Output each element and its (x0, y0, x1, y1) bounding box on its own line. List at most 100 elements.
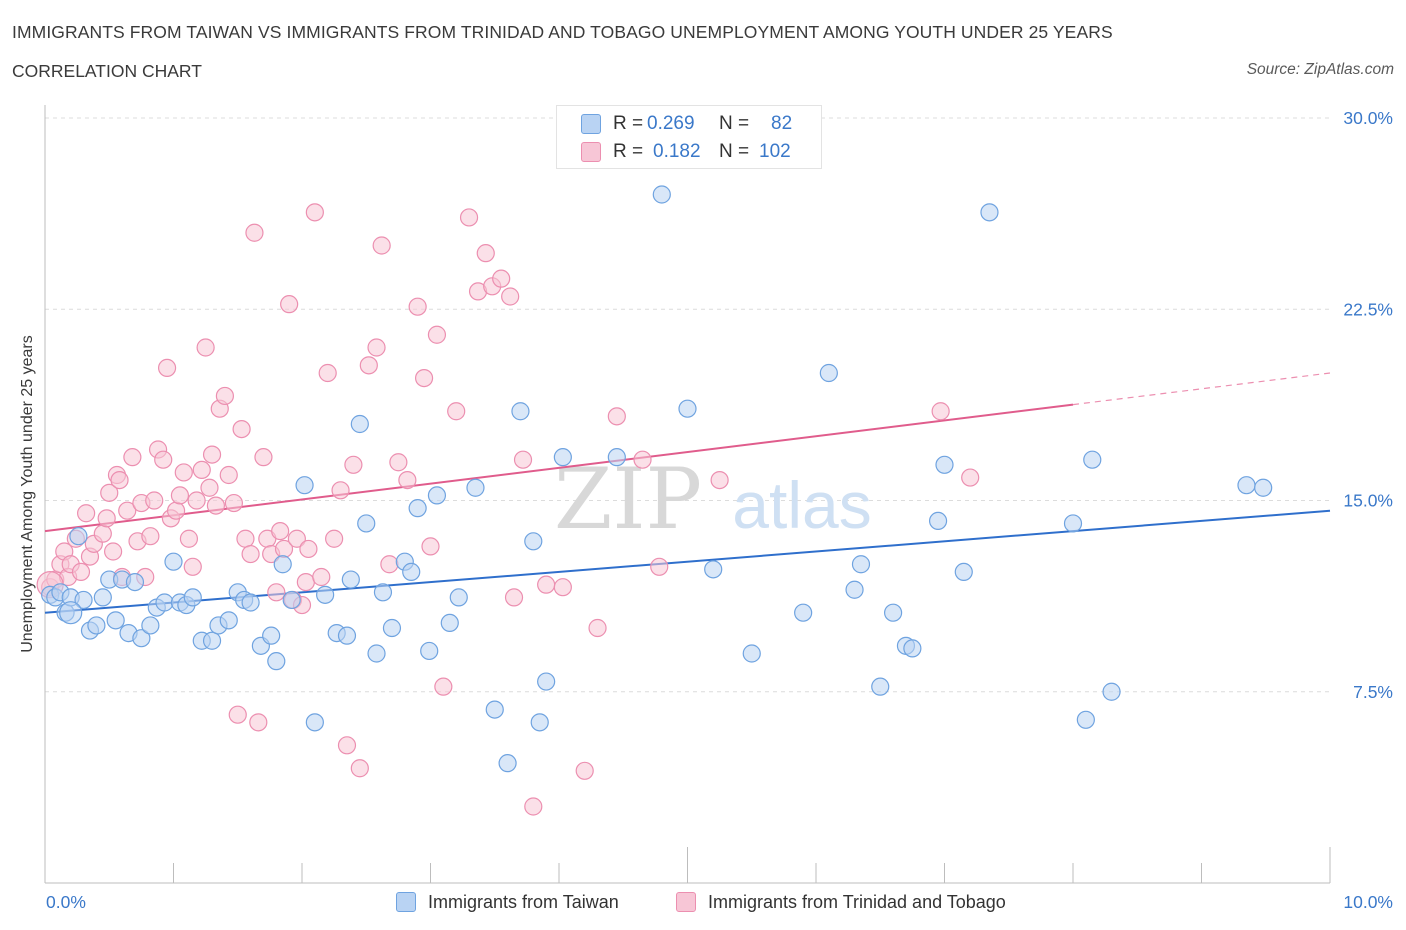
point-trinidad (476, 244, 495, 263)
point-trinidad (174, 463, 193, 482)
point-trinidad (123, 448, 142, 467)
point-trinidad (325, 529, 344, 548)
point-trinidad (350, 759, 369, 778)
point-taiwan (402, 562, 421, 582)
point-taiwan (883, 603, 903, 622)
point-trinidad (553, 578, 572, 597)
point-trinidad (931, 402, 950, 421)
y-tick-label: 15.0% (1343, 491, 1393, 511)
point-taiwan (69, 527, 88, 546)
point-trinidad (179, 529, 199, 548)
point-trinidad (459, 208, 479, 227)
point-trinidad (501, 287, 520, 306)
legend-n-label: N = (719, 141, 750, 162)
point-taiwan (794, 603, 813, 622)
point-trinidad (232, 420, 251, 439)
point-taiwan (1254, 478, 1273, 497)
point-trinidad (215, 386, 234, 406)
point-trinidad (588, 618, 607, 638)
point-trinidad (633, 450, 652, 469)
watermark-zip: ZIP (554, 450, 702, 548)
point-taiwan (511, 402, 530, 421)
stats-legend: R = 0.269 N = 82 R = 0.182 N = 102 (556, 105, 822, 169)
point-taiwan (367, 644, 386, 663)
x-tick-label-max: 10.0% (1343, 892, 1393, 912)
point-trinidad (398, 471, 417, 490)
point-taiwan (553, 448, 572, 467)
point-trinidad (71, 562, 91, 582)
point-taiwan (295, 476, 314, 495)
point-trinidad (219, 465, 238, 485)
point-trinidad (157, 358, 177, 377)
point-taiwan (373, 583, 393, 602)
point-trinidad (104, 542, 123, 561)
point-taiwan (845, 580, 864, 599)
point-trinidad (245, 223, 264, 242)
x-tick-label-min: 0.0% (46, 892, 86, 912)
point-trinidad (318, 363, 337, 383)
trendline-trinidad-extrapolated (1072, 372, 1331, 406)
legend-row-taiwan: R = 0.269 N = 82 (581, 112, 792, 136)
point-trinidad (513, 450, 533, 469)
point-taiwan (155, 593, 174, 612)
point-taiwan (337, 626, 357, 645)
point-trinidad (372, 236, 391, 255)
point-trinidad (267, 583, 286, 602)
point-trinidad (492, 269, 511, 288)
axes (44, 105, 1331, 884)
bottom-legend-trinidad[interactable]: Immigrants from Trinidad and Tobago (676, 888, 1006, 916)
series-taiwan-points (41, 185, 1273, 773)
point-trinidad (359, 356, 378, 375)
point-trinidad (389, 453, 408, 472)
point-taiwan (607, 448, 626, 467)
point-taiwan (350, 414, 369, 434)
point-taiwan (106, 611, 125, 630)
point-taiwan (164, 552, 183, 571)
series-trinidad-points (36, 203, 980, 816)
point-trinidad (200, 478, 219, 497)
point-trinidad (93, 524, 112, 543)
bottom-legend-label-taiwan: Immigrants from Taiwan (428, 891, 619, 912)
point-taiwan (420, 641, 439, 661)
point-trinidad (961, 468, 980, 487)
point-trinidad (504, 588, 524, 607)
point-trinidad (344, 455, 363, 474)
point-trinidad (710, 471, 729, 490)
point-taiwan (498, 754, 517, 773)
legend-n-value-taiwan: 82 (771, 113, 793, 134)
bottom-legend-taiwan[interactable]: Immigrants from Taiwan (396, 888, 619, 916)
bottom-legend-swatch-trinidad (676, 892, 696, 912)
point-taiwan (125, 572, 145, 592)
point-trinidad (312, 567, 331, 587)
point-taiwan (183, 588, 202, 607)
point-taiwan (980, 203, 999, 222)
bottom-legend-swatch-taiwan (396, 892, 416, 912)
point-trinidad (427, 325, 447, 344)
point-trinidad (296, 572, 315, 592)
watermark-atlas: atlas (732, 468, 871, 542)
point-taiwan (1083, 450, 1102, 469)
legend-n-label: N = (719, 113, 750, 134)
point-trinidad (224, 493, 243, 513)
point-taiwan (903, 639, 922, 658)
point-trinidad (187, 491, 206, 510)
point-trinidad (337, 736, 357, 755)
point-taiwan (241, 593, 260, 612)
point-taiwan (928, 511, 948, 531)
point-trinidad (414, 369, 434, 388)
point-trinidad (380, 555, 399, 574)
point-taiwan (440, 613, 459, 633)
point-trinidad (331, 481, 350, 500)
point-trinidad (145, 491, 164, 510)
point-taiwan (267, 652, 286, 671)
point-trinidad (97, 509, 116, 528)
point-trinidad (408, 297, 427, 316)
legend-swatch-trinidad (581, 142, 601, 162)
point-trinidad (141, 527, 160, 546)
point-taiwan (742, 644, 761, 663)
point-taiwan (530, 713, 549, 732)
y-tick-label: 30.0% (1343, 108, 1393, 128)
point-taiwan (262, 626, 281, 645)
watermark: ZIP atlas (554, 450, 872, 548)
point-taiwan (87, 616, 106, 635)
